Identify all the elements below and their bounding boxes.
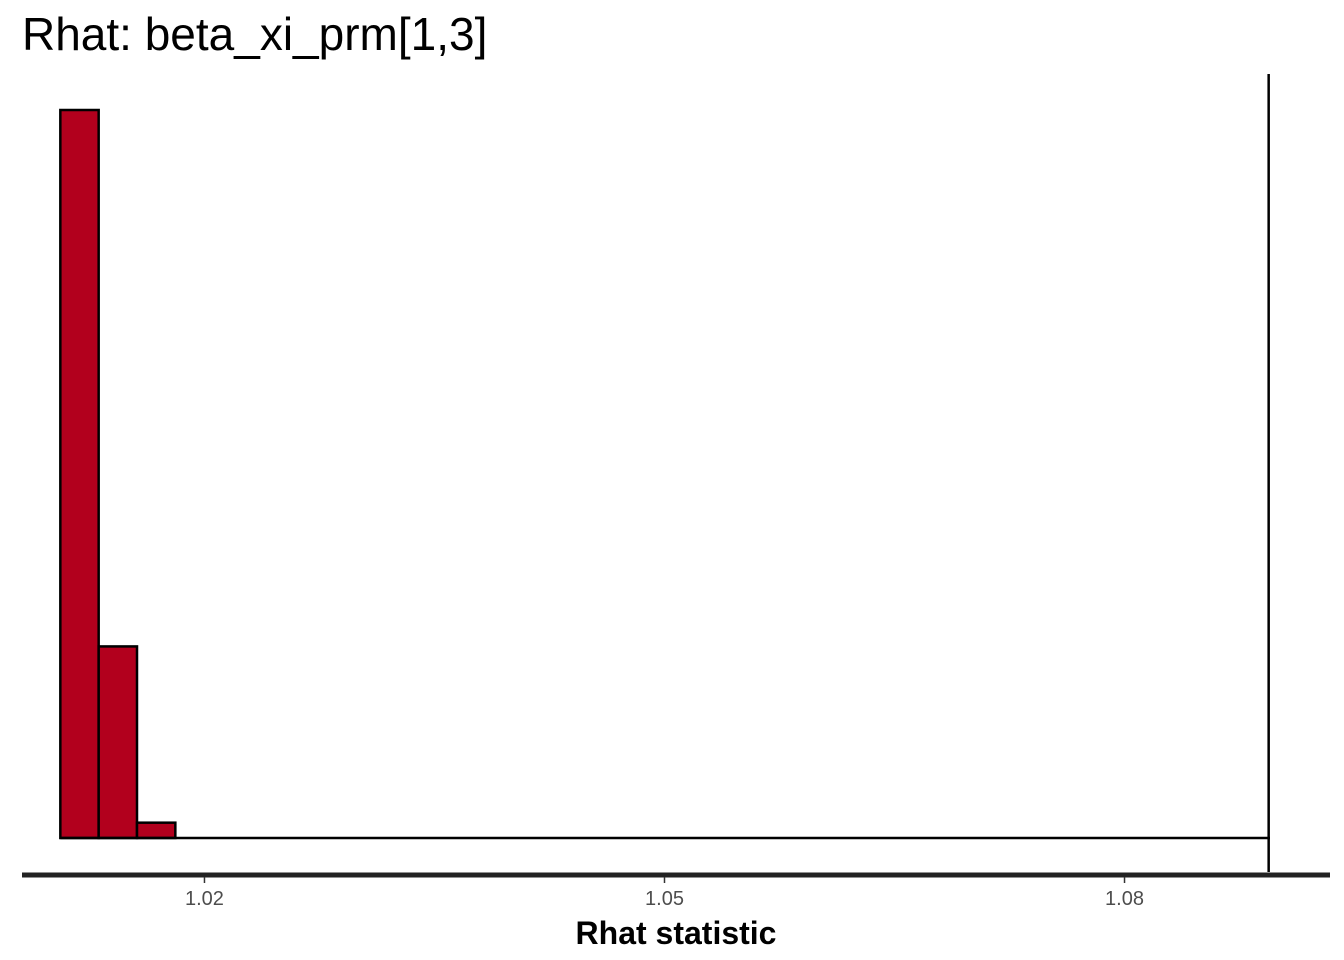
x-tick-label: 1.02 — [185, 888, 224, 910]
x-axis-title: Rhat statistic — [576, 915, 777, 951]
histogram-bars — [59, 108, 177, 840]
histogram-bar — [59, 108, 100, 840]
histogram-bar — [97, 645, 139, 840]
x-tick-label: 1.08 — [1105, 888, 1144, 910]
histogram-bar — [135, 821, 177, 840]
x-axis-ticks: 1.02 1.05 1.08 — [185, 877, 1144, 910]
chart-title: Rhat: beta_xi_prm[1,3] — [22, 8, 487, 60]
x-tick-label: 1.05 — [645, 888, 684, 910]
